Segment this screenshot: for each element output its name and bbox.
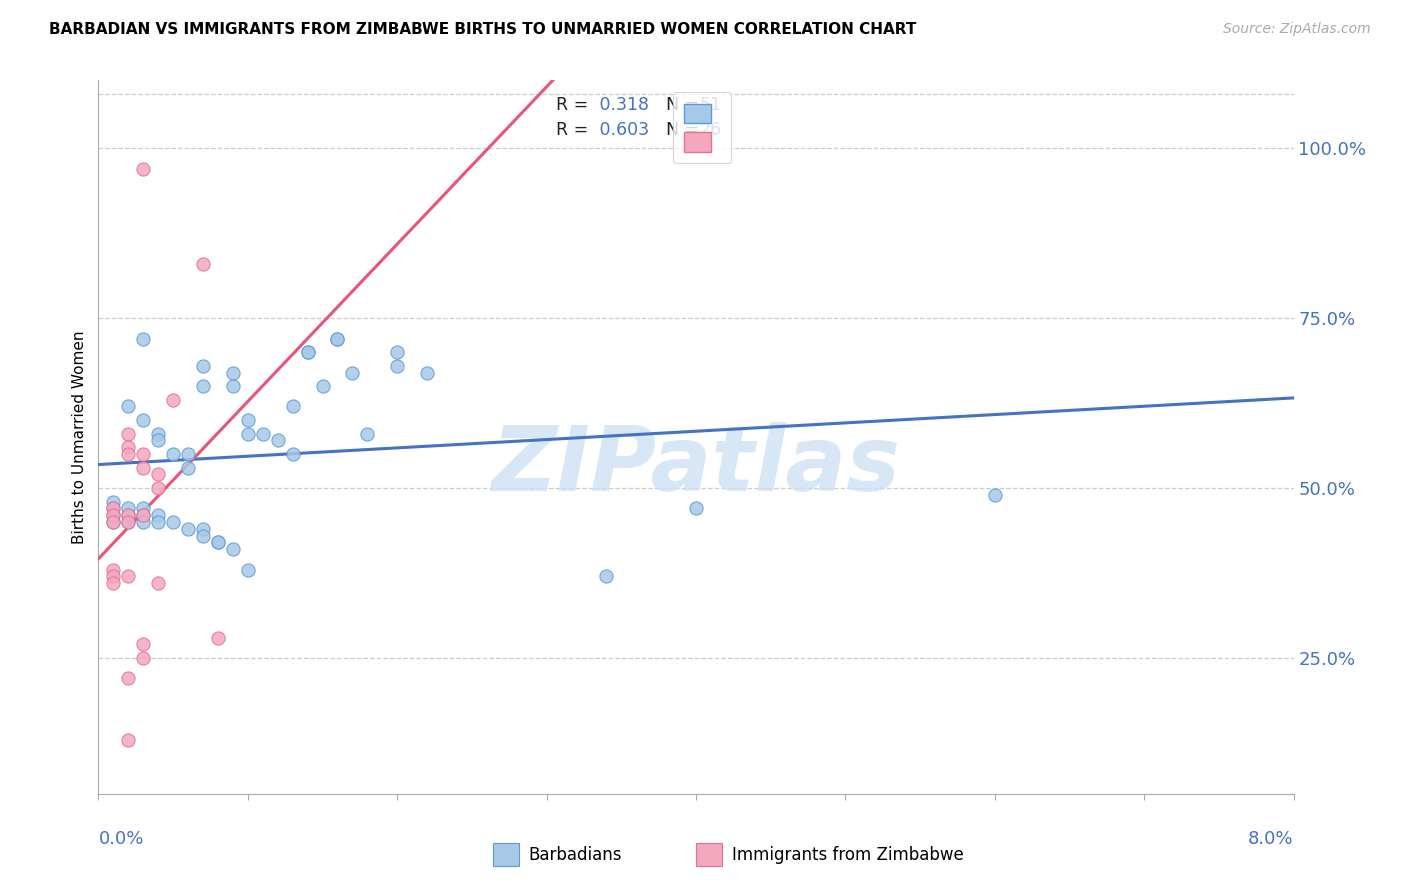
Text: 0.0%: 0.0%: [98, 830, 143, 848]
Point: [297, 345, 319, 359]
Text: 0.318: 0.318: [595, 95, 650, 113]
Point: [252, 426, 274, 441]
Point: [132, 332, 155, 346]
Text: N =: N =: [655, 95, 704, 113]
Point: [103, 494, 125, 508]
Point: [191, 257, 214, 271]
Point: [162, 392, 184, 407]
FancyBboxPatch shape: [696, 843, 723, 866]
Point: [281, 400, 304, 414]
Point: [132, 161, 155, 176]
Text: Immigrants from Zimbabwe: Immigrants from Zimbabwe: [733, 846, 963, 863]
Point: [117, 508, 139, 523]
Point: [117, 400, 139, 414]
Point: [416, 366, 439, 380]
Point: [984, 488, 1007, 502]
Legend: , : ,: [673, 92, 731, 163]
Point: [117, 440, 139, 454]
Text: Barbadians: Barbadians: [529, 846, 623, 863]
Point: [311, 379, 333, 393]
Point: [191, 528, 214, 542]
Point: [177, 522, 200, 536]
Point: [117, 426, 139, 441]
Point: [326, 332, 349, 346]
Point: [342, 366, 364, 380]
Point: [281, 447, 304, 461]
Point: [326, 332, 349, 346]
Point: [117, 508, 139, 523]
Y-axis label: Births to Unmarried Women: Births to Unmarried Women: [72, 330, 87, 544]
Point: [103, 576, 125, 591]
Point: [236, 413, 259, 427]
Point: [117, 501, 139, 516]
Text: ZIPatlas: ZIPatlas: [492, 422, 900, 509]
Point: [117, 447, 139, 461]
Point: [177, 447, 200, 461]
Point: [132, 501, 155, 516]
Point: [222, 366, 245, 380]
Point: [207, 535, 229, 549]
Text: R =: R =: [557, 121, 593, 139]
Point: [297, 345, 319, 359]
Point: [236, 426, 259, 441]
Point: [103, 501, 125, 516]
Point: [103, 508, 125, 523]
Point: [148, 576, 170, 591]
Point: [148, 515, 170, 529]
Text: BARBADIAN VS IMMIGRANTS FROM ZIMBABWE BIRTHS TO UNMARRIED WOMEN CORRELATION CHAR: BARBADIAN VS IMMIGRANTS FROM ZIMBABWE BI…: [49, 22, 917, 37]
Point: [222, 379, 245, 393]
Point: [148, 426, 170, 441]
Point: [148, 434, 170, 448]
Point: [132, 447, 155, 461]
Point: [385, 359, 409, 373]
Point: [191, 379, 214, 393]
Point: [117, 515, 139, 529]
Point: [132, 637, 155, 651]
Point: [132, 508, 155, 523]
Point: [148, 481, 170, 495]
Point: [207, 631, 229, 645]
Point: [132, 651, 155, 665]
Point: [132, 460, 155, 475]
Point: [103, 515, 125, 529]
Text: 8.0%: 8.0%: [1249, 830, 1294, 848]
Point: [132, 508, 155, 523]
Point: [148, 467, 170, 482]
Point: [385, 345, 409, 359]
Point: [103, 501, 125, 516]
Point: [685, 501, 707, 516]
Point: [117, 671, 139, 685]
Point: [207, 535, 229, 549]
Point: [162, 447, 184, 461]
Point: [267, 434, 290, 448]
Point: [132, 515, 155, 529]
Point: [103, 569, 125, 583]
Point: [103, 515, 125, 529]
Text: 26: 26: [700, 121, 721, 139]
Point: [191, 522, 214, 536]
Point: [162, 515, 184, 529]
Text: N =: N =: [655, 121, 704, 139]
Text: R =: R =: [557, 95, 593, 113]
Point: [222, 542, 245, 557]
Point: [117, 732, 139, 747]
Point: [356, 426, 378, 441]
Point: [117, 569, 139, 583]
Point: [177, 460, 200, 475]
Point: [595, 569, 617, 583]
Point: [103, 563, 125, 577]
Point: [132, 413, 155, 427]
Point: [117, 515, 139, 529]
Text: Source: ZipAtlas.com: Source: ZipAtlas.com: [1223, 22, 1371, 37]
Text: 0.603: 0.603: [595, 121, 650, 139]
Point: [148, 508, 170, 523]
Point: [103, 508, 125, 523]
Point: [236, 563, 259, 577]
Point: [191, 359, 214, 373]
Text: 51: 51: [700, 95, 721, 113]
FancyBboxPatch shape: [494, 843, 519, 866]
